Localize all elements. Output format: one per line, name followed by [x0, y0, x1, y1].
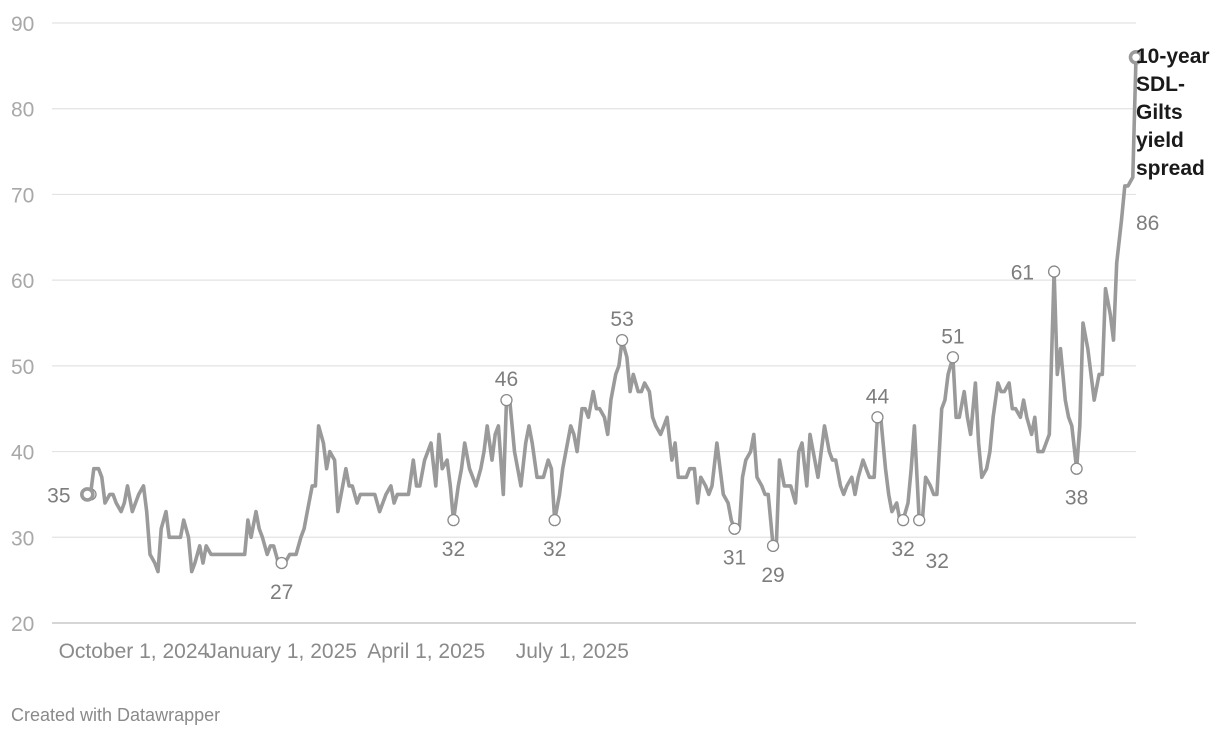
x-tick-label: January 1, 2025 — [206, 640, 357, 663]
y-tick-label: 40 — [11, 442, 34, 465]
annotated-point — [548, 513, 561, 527]
annotated-point — [871, 411, 884, 424]
y-tick-label: 80 — [11, 99, 34, 122]
data-label: 38 — [1065, 487, 1088, 510]
annotated-point — [500, 393, 513, 407]
annotated-point — [615, 333, 629, 347]
annotated-point — [946, 351, 960, 364]
y-tick-label: 30 — [11, 527, 34, 550]
footer-credit: Created with Datawrapper — [11, 705, 221, 725]
y-tick-label: 20 — [11, 613, 34, 636]
y-tick-label: 70 — [11, 184, 34, 207]
annotated-point — [913, 513, 926, 527]
series-last-value: 86 — [1136, 212, 1160, 235]
annotated-point — [275, 556, 288, 570]
data-label: 32 — [543, 538, 566, 561]
series-label: 10-year SDL-Gilts yield spread — [1136, 45, 1210, 180]
data-label: 46 — [495, 368, 518, 391]
y-tick-label: 90 — [11, 13, 34, 36]
data-label: 53 — [610, 308, 633, 331]
data-label: 44 — [866, 385, 890, 408]
annotated-point — [766, 539, 780, 553]
y-tick-label: 60 — [11, 270, 34, 293]
annotated-point — [728, 522, 741, 535]
data-label: 35 — [47, 484, 70, 507]
end-point-marker — [1128, 49, 1144, 65]
data-label: 31 — [723, 547, 746, 570]
start-point-marker — [80, 487, 95, 502]
series-line — [85, 55, 1138, 574]
y-tick-label: 50 — [11, 356, 34, 379]
data-label: 27 — [270, 581, 293, 604]
annotated-point — [1047, 265, 1061, 278]
annotated-point — [447, 513, 460, 527]
data-label: 51 — [941, 325, 964, 348]
x-tick-label: July 1, 2025 — [516, 640, 629, 663]
data-label: 32 — [442, 538, 465, 561]
annotated-point — [896, 513, 910, 527]
data-label: 29 — [761, 564, 784, 587]
data-label: 32 — [891, 538, 914, 561]
x-tick-label: October 1, 2024 — [59, 640, 210, 663]
data-label: 61 — [1011, 262, 1034, 285]
data-label: 32 — [926, 550, 949, 573]
annotated-point — [1070, 462, 1083, 475]
x-tick-label: April 1, 2025 — [367, 640, 485, 663]
